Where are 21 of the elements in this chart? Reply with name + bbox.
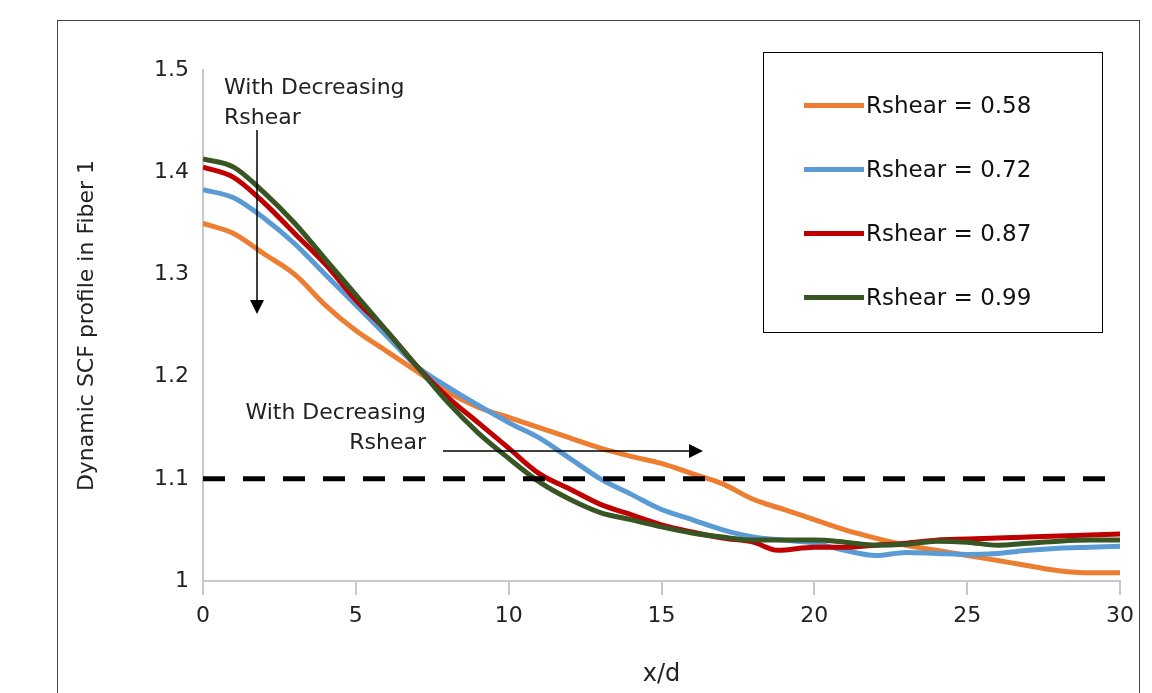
y-tick-label: 1.2	[154, 362, 189, 388]
y-axis-title: Dynamic SCF profile in Fiber 1	[72, 159, 98, 492]
y-tick-label: 1	[175, 566, 189, 592]
y-tick-label: 1.4	[154, 157, 189, 183]
x-tick-label: 0	[196, 601, 210, 627]
x-tick-label: 30	[1106, 601, 1134, 627]
x-tick-label: 5	[348, 601, 363, 627]
x-tick-label: 20	[800, 601, 829, 627]
legend-label: Rshear = 0.58	[866, 92, 1032, 118]
y-tick-label: 1.5	[154, 55, 189, 81]
x-axis-title: x/d	[642, 658, 681, 687]
x-tick-label: 15	[647, 601, 676, 627]
annotation: With Decreasing Rshear	[244, 398, 426, 456]
x-tick-label: 10	[494, 601, 523, 627]
x-tick-label: 25	[953, 601, 982, 627]
legend-label: Rshear = 0.87	[866, 220, 1032, 246]
y-tick-label: 1.1	[154, 464, 189, 490]
annotation: With Decreasing Rshear	[224, 73, 405, 131]
legend-label: Rshear = 0.72	[866, 156, 1032, 182]
y-tick-label: 1.3	[154, 260, 189, 286]
legend-label: Rshear = 0.99	[866, 284, 1032, 310]
